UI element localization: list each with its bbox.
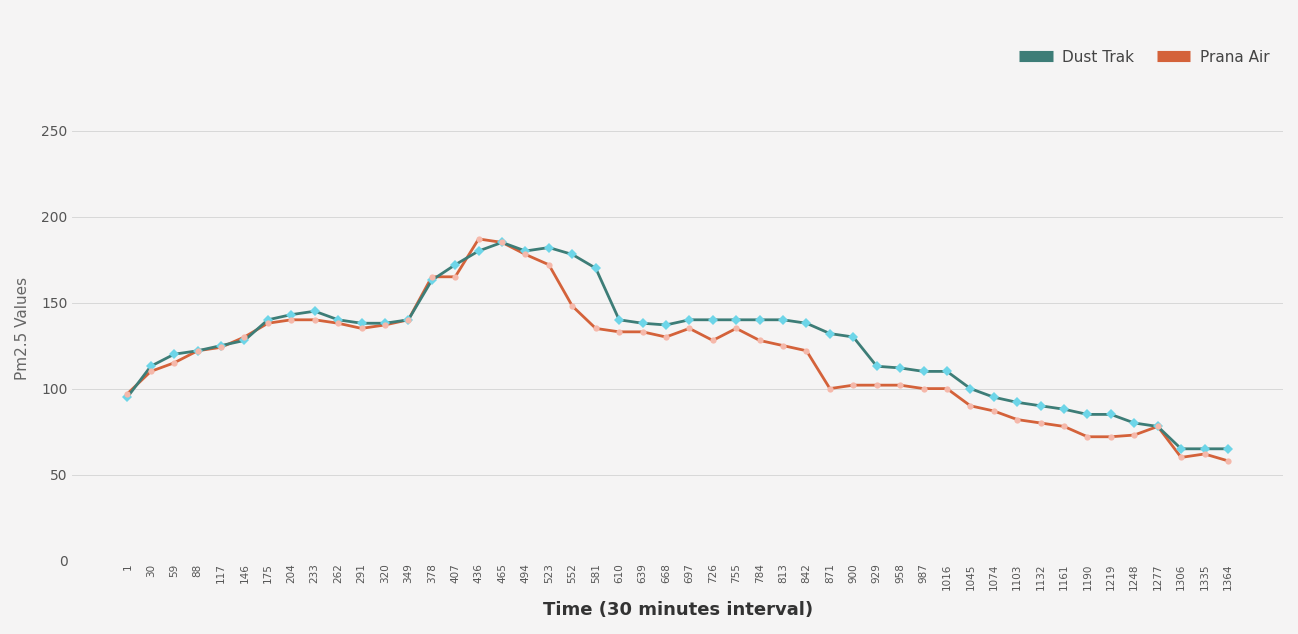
Y-axis label: Pm2.5 Values: Pm2.5 Values	[16, 277, 30, 380]
X-axis label: Time (30 minutes interval): Time (30 minutes interval)	[543, 601, 813, 619]
Legend: Dust Trak, Prana Air: Dust Trak, Prana Air	[1012, 44, 1276, 70]
